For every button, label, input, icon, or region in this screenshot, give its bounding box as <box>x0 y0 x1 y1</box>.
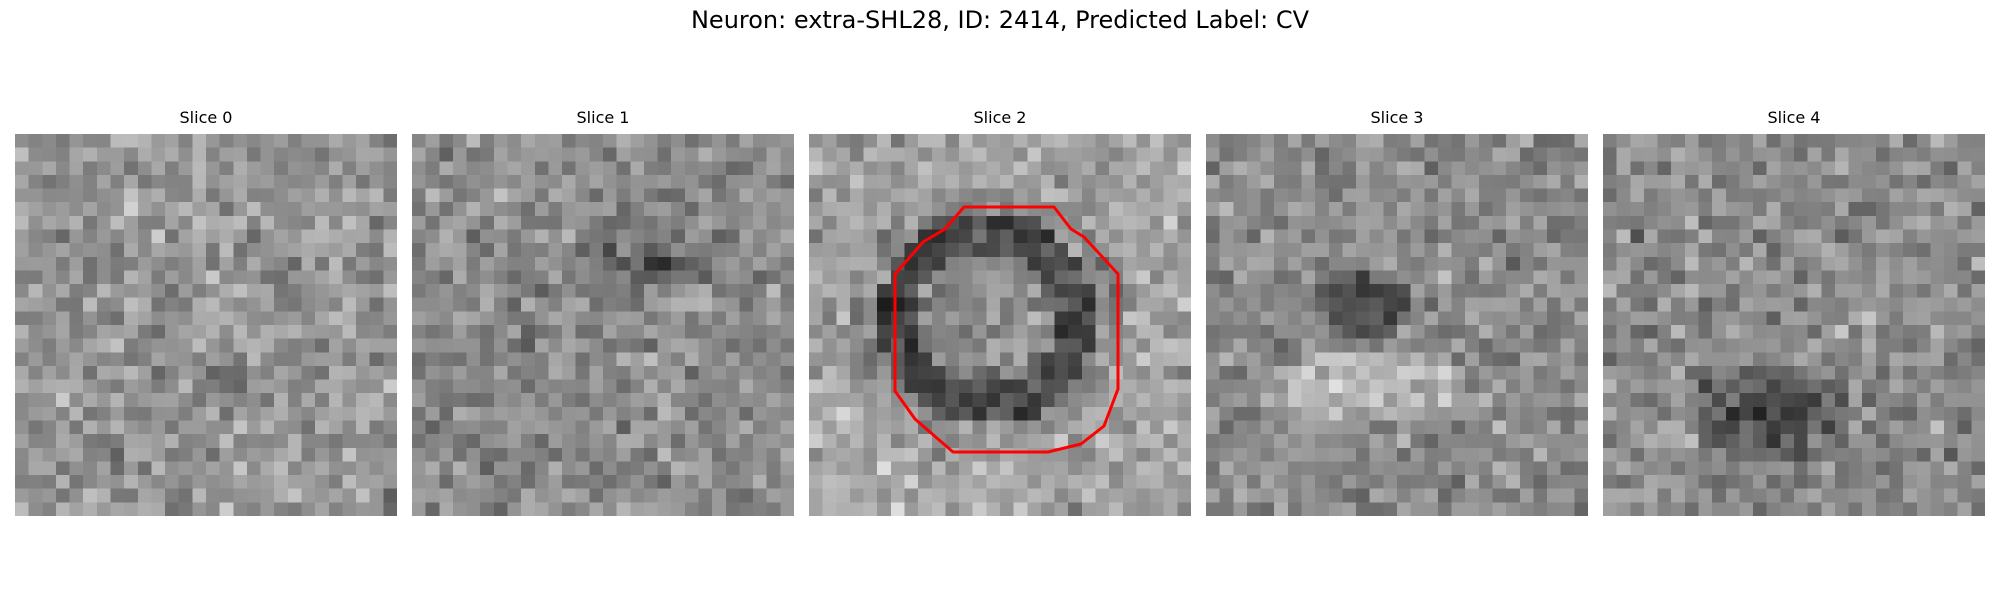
slice-image-2 <box>809 134 1191 516</box>
slice-image-4 <box>1603 134 1985 516</box>
slice-title-2: Slice 2 <box>973 108 1027 127</box>
slice-title-1: Slice 1 <box>576 108 630 127</box>
slice-title-3: Slice 3 <box>1370 108 1424 127</box>
figure-title: Neuron: extra-SHL28, ID: 2414, Predicted… <box>690 6 1310 34</box>
slice-title-0: Slice 0 <box>179 108 233 127</box>
slice-title-4: Slice 4 <box>1767 108 1821 127</box>
slice-image-3 <box>1206 134 1588 516</box>
slice-image-1 <box>412 134 794 516</box>
slice-image-0 <box>15 134 397 516</box>
